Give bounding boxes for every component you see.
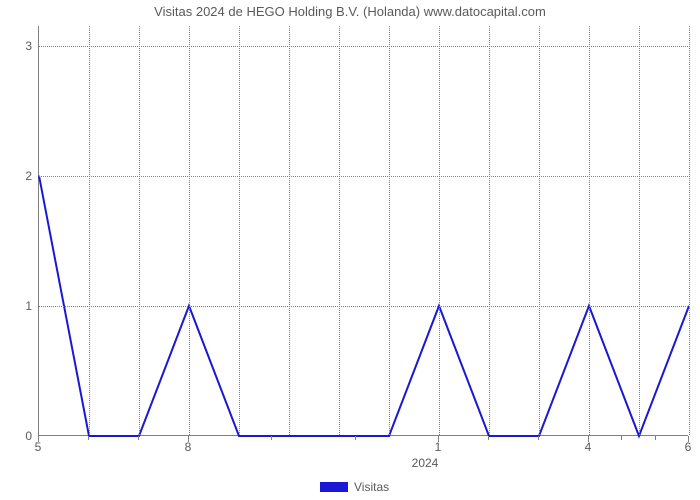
x-minor-tick <box>655 436 656 440</box>
gridline-vertical <box>239 26 240 435</box>
gridline-vertical <box>89 26 90 435</box>
y-tick-label: 3 <box>16 39 32 53</box>
gridline-vertical <box>689 26 690 435</box>
legend-label: Visitas <box>354 480 389 494</box>
x-tick-label: 5 <box>28 440 48 454</box>
x-minor-tick <box>538 436 539 440</box>
legend-swatch <box>320 482 348 492</box>
x-major-tick <box>588 436 589 442</box>
x-tick-label: 1 <box>428 440 448 454</box>
gridline-vertical <box>639 26 640 435</box>
gridline-vertical <box>289 26 290 435</box>
x-axis-title: 2024 <box>395 456 455 470</box>
line-series <box>39 26 689 436</box>
x-minor-tick <box>271 436 272 440</box>
x-major-tick <box>38 436 39 442</box>
gridline-vertical <box>389 26 390 435</box>
gridline-horizontal <box>39 176 688 177</box>
x-minor-tick <box>621 436 622 440</box>
gridline-vertical <box>539 26 540 435</box>
x-major-tick <box>438 436 439 442</box>
gridline-vertical <box>439 26 440 435</box>
x-minor-tick <box>88 436 89 440</box>
x-major-tick <box>688 436 689 442</box>
y-tick-label: 2 <box>16 169 32 183</box>
y-tick-label: 1 <box>16 299 32 313</box>
gridline-vertical <box>339 26 340 435</box>
gridline-horizontal <box>39 306 688 307</box>
x-minor-tick <box>488 436 489 440</box>
gridline-vertical <box>589 26 590 435</box>
chart-title: Visitas 2024 de HEGO Holding B.V. (Holan… <box>0 4 700 19</box>
gridline-vertical <box>189 26 190 435</box>
gridline-horizontal <box>39 46 688 47</box>
gridline-vertical <box>489 26 490 435</box>
x-tick-label: 6 <box>678 440 698 454</box>
legend: Visitas <box>320 480 389 494</box>
chart-container: Visitas 2024 de HEGO Holding B.V. (Holan… <box>0 0 700 500</box>
x-tick-label: 8 <box>178 440 198 454</box>
x-major-tick <box>188 436 189 442</box>
plot-area <box>38 26 688 436</box>
x-tick-label: 4 <box>578 440 598 454</box>
gridline-vertical <box>139 26 140 435</box>
x-minor-tick <box>355 436 356 440</box>
x-minor-tick <box>138 436 139 440</box>
